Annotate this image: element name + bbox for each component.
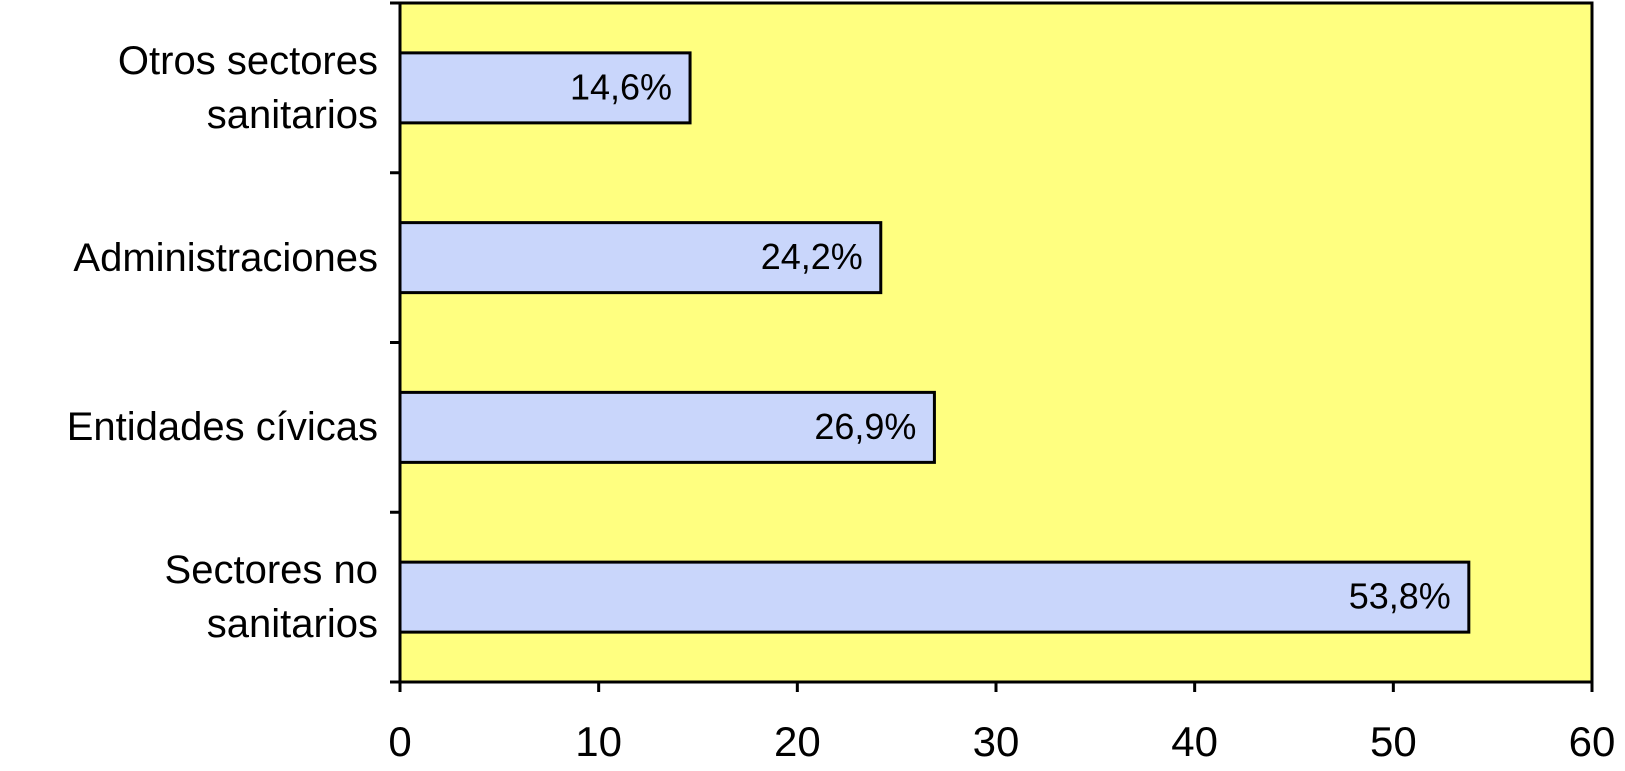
bar: [398, 390, 936, 464]
y-tick-label: Entidades cívicas: [66, 405, 378, 450]
value-label: 24,2%: [761, 236, 863, 277]
y-tick-label: Administraciones: [73, 235, 378, 280]
bar: [398, 51, 692, 125]
value-label: 14,6%: [570, 66, 672, 107]
x-tick-label: 50: [1370, 718, 1417, 765]
bar: [398, 221, 883, 295]
x-tick-label: 60: [1569, 718, 1616, 765]
value-label: 53,8%: [1349, 576, 1451, 617]
x-tick-label: 20: [774, 718, 821, 765]
value-label: 26,9%: [814, 406, 916, 447]
x-tick-label: 40: [1171, 718, 1218, 765]
bar: [398, 560, 1471, 634]
x-tick-label: 10: [575, 718, 622, 765]
y-tick-label: Otros sectores sanitarios: [117, 38, 378, 137]
y-tick-label: Sectores no sanitarios: [164, 548, 378, 647]
x-tick-label: 0: [388, 718, 411, 765]
x-tick-label: 30: [973, 718, 1020, 765]
